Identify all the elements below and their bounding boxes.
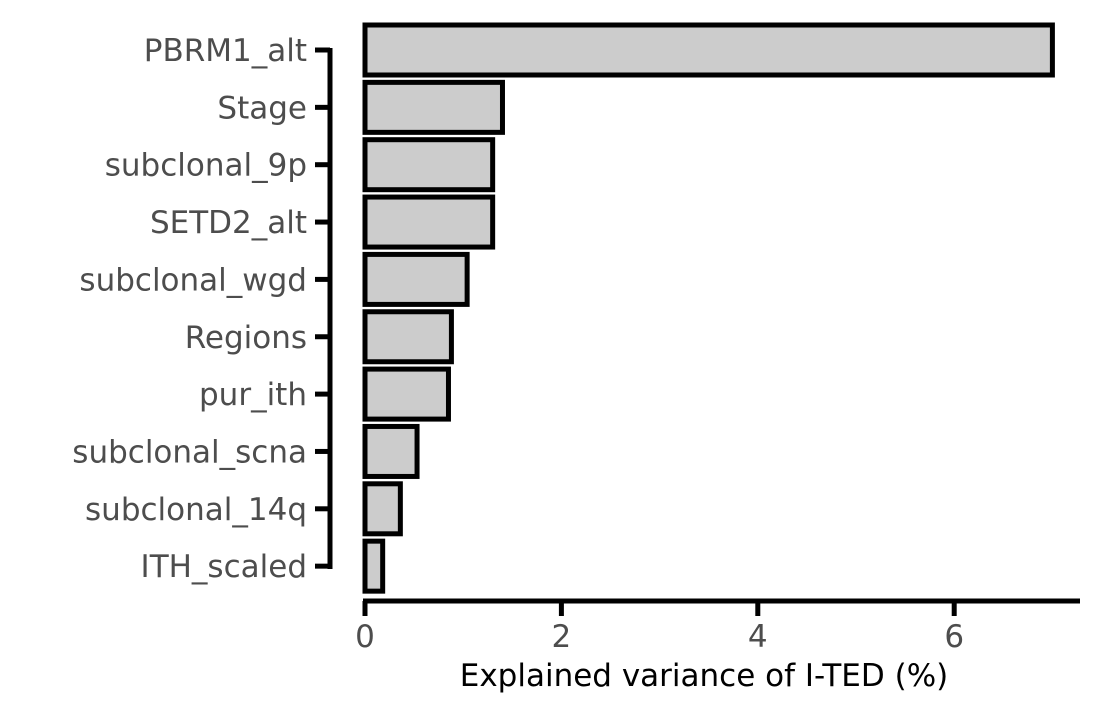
y-tick-label: ITH_scaled	[141, 549, 307, 585]
y-tick-label: PBRM1_alt	[144, 33, 307, 69]
x-tick-label: 2	[552, 619, 572, 655]
bar-pur-ith	[362, 366, 451, 422]
x-tick-label: 4	[748, 619, 768, 655]
y-tick-label: subclonal_14q	[85, 492, 307, 528]
y-tick-label: Stage	[217, 90, 307, 126]
bars-layer	[362, 22, 1055, 594]
bar-stage	[362, 79, 505, 135]
bar-setd2-alt	[362, 194, 496, 250]
bar-pbrm1-alt	[362, 22, 1055, 78]
y-tick-label: subclonal_wgd	[79, 262, 307, 298]
x-tick-label: 6	[944, 619, 964, 655]
y-tick-label: Regions	[185, 320, 307, 356]
bar-subclonal-scna	[362, 423, 420, 479]
bar-subclonal-wgd	[362, 251, 470, 307]
bar-subclonal-9p	[362, 137, 496, 193]
x-axis: 0 2 4 6	[355, 598, 1080, 655]
bar-regions	[362, 309, 454, 365]
bar-subclonal-14q	[362, 481, 403, 537]
x-tick-label: 0	[355, 619, 375, 655]
bar-ith-scaled	[362, 538, 386, 594]
y-tick-label: SETD2_alt	[150, 205, 307, 241]
y-axis: PBRM1_alt Stage subclonal_9p SETD2_altsubcl…	[72, 33, 333, 585]
y-tick-label: pur_ith	[199, 377, 307, 413]
y-tick-label: subclonal_9p	[105, 148, 307, 184]
x-axis-title: Explained variance of I-TED (%)	[460, 658, 949, 694]
y-tick-label: subclonal_scna	[72, 434, 307, 470]
